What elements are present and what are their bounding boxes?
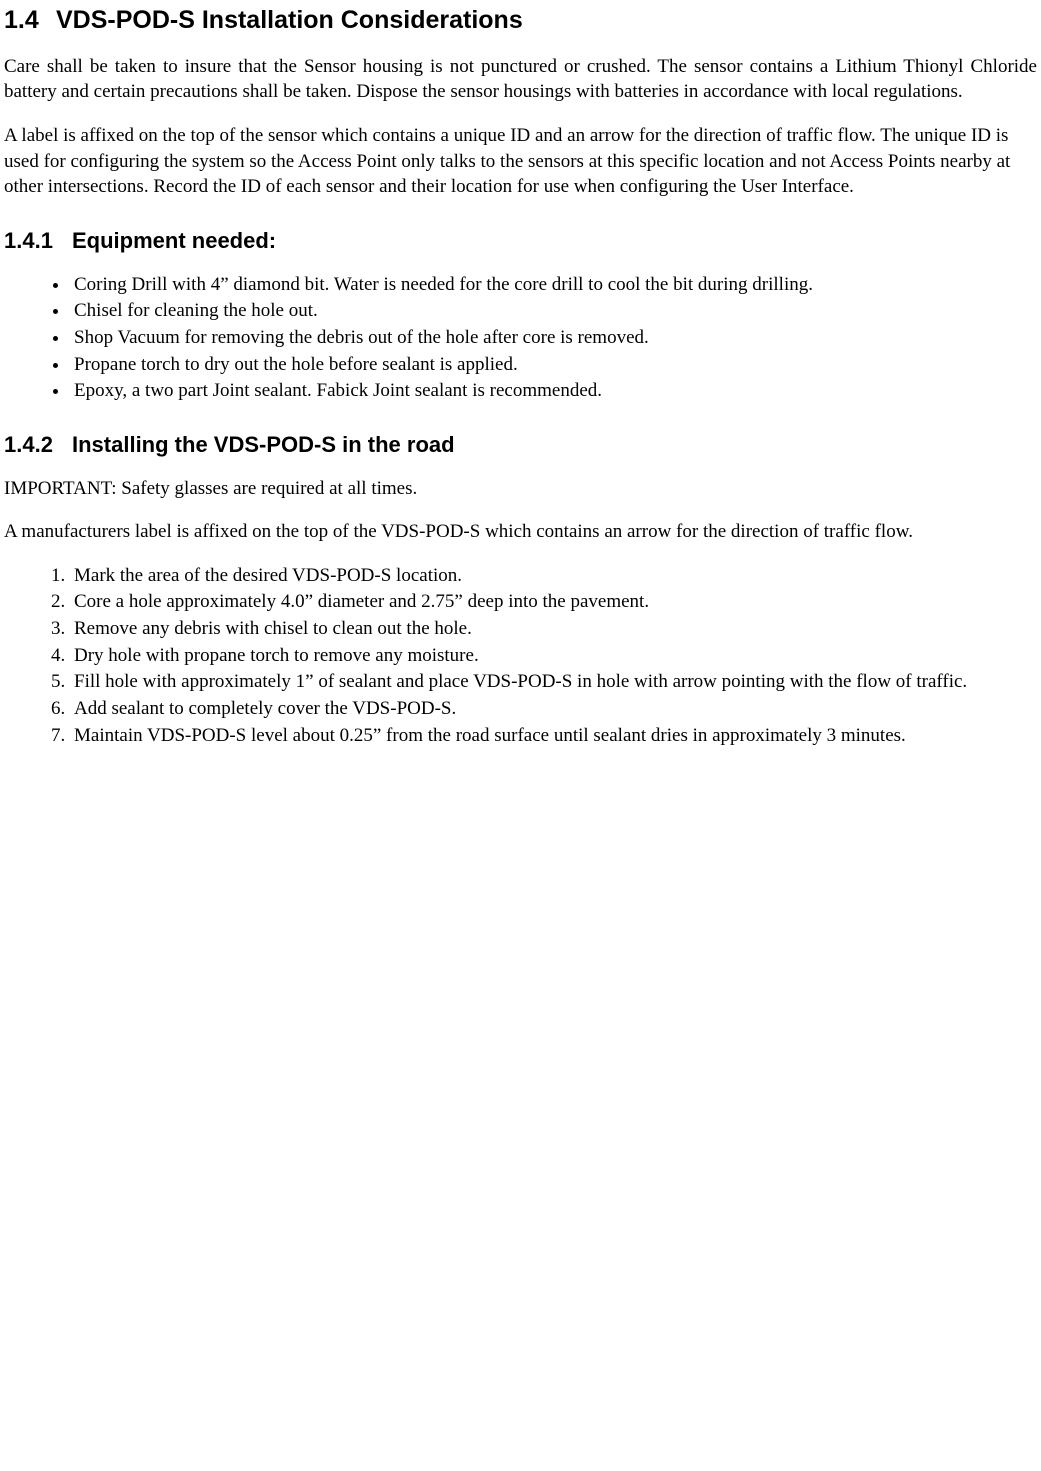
list-item: Coring Drill with 4” diamond bit. Water … — [70, 272, 1037, 298]
section-title: VDS-POD-S Installation Considerations — [56, 4, 523, 38]
section-paragraph: Care shall be taken to insure that the S… — [4, 54, 1037, 105]
list-item: Fill hole with approximately 1” of seala… — [70, 669, 1037, 695]
list-item: Maintain VDS-POD-S level about 0.25” fro… — [70, 723, 1037, 749]
important-note: IMPORTANT: Safety glasses are required a… — [4, 476, 1037, 502]
subsection-title: Equipment needed: — [72, 226, 276, 256]
list-item: Epoxy, a two part Joint sealant. Fabick … — [70, 378, 1037, 404]
list-item: Remove any debris with chisel to clean o… — [70, 616, 1037, 642]
subsection-heading: 1.4.2 Installing the VDS-POD-S in the ro… — [4, 430, 1037, 460]
equipment-list: Coring Drill with 4” diamond bit. Water … — [4, 272, 1037, 404]
list-item: Dry hole with propane torch to remove an… — [70, 643, 1037, 669]
list-item: Propane torch to dry out the hole before… — [70, 352, 1037, 378]
subsection-number: 1.4.2 — [4, 430, 72, 460]
subsection-number: 1.4.1 — [4, 226, 72, 256]
list-item: Mark the area of the desired VDS-POD-S l… — [70, 563, 1037, 589]
section-heading: 1.4 VDS-POD-S Installation Consideration… — [4, 4, 1037, 38]
section-number: 1.4 — [4, 4, 56, 38]
subsection-heading: 1.4.1 Equipment needed: — [4, 226, 1037, 256]
list-item: Add sealant to completely cover the VDS-… — [70, 696, 1037, 722]
list-item: Core a hole approximately 4.0” diameter … — [70, 589, 1037, 615]
list-item: Shop Vacuum for removing the debris out … — [70, 325, 1037, 351]
section-paragraph: A manufacturers label is affixed on the … — [4, 519, 1037, 545]
subsection-title: Installing the VDS-POD-S in the road — [72, 430, 455, 460]
list-item: Chisel for cleaning the hole out. — [70, 298, 1037, 324]
installation-steps: Mark the area of the desired VDS-POD-S l… — [4, 563, 1037, 748]
section-paragraph: A label is affixed on the top of the sen… — [4, 123, 1037, 200]
